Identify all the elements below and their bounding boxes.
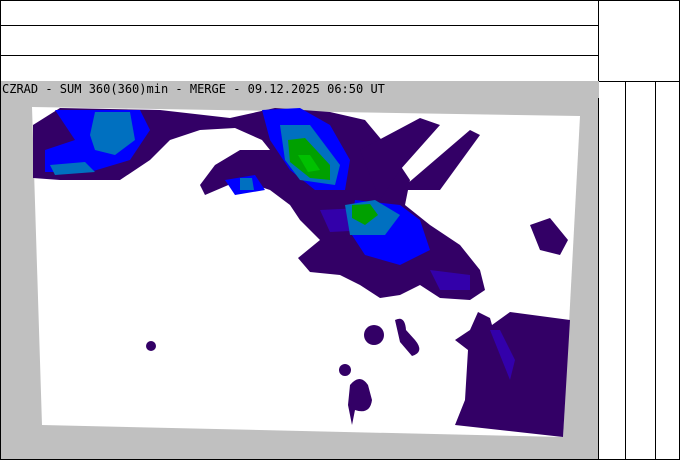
info-row-2	[0, 26, 598, 56]
divider	[599, 81, 680, 82]
divider	[655, 81, 656, 460]
map-title: CZRAD - SUM 360(360)min - MERGE - 09.12.…	[1, 81, 599, 98]
info-row-3	[0, 56, 598, 82]
divider	[598, 0, 599, 460]
precip-level6	[298, 155, 320, 172]
radar-coverage	[32, 107, 580, 437]
info-row-1	[0, 0, 598, 26]
radar-map[interactable]	[1, 98, 598, 459]
divider	[625, 81, 626, 460]
